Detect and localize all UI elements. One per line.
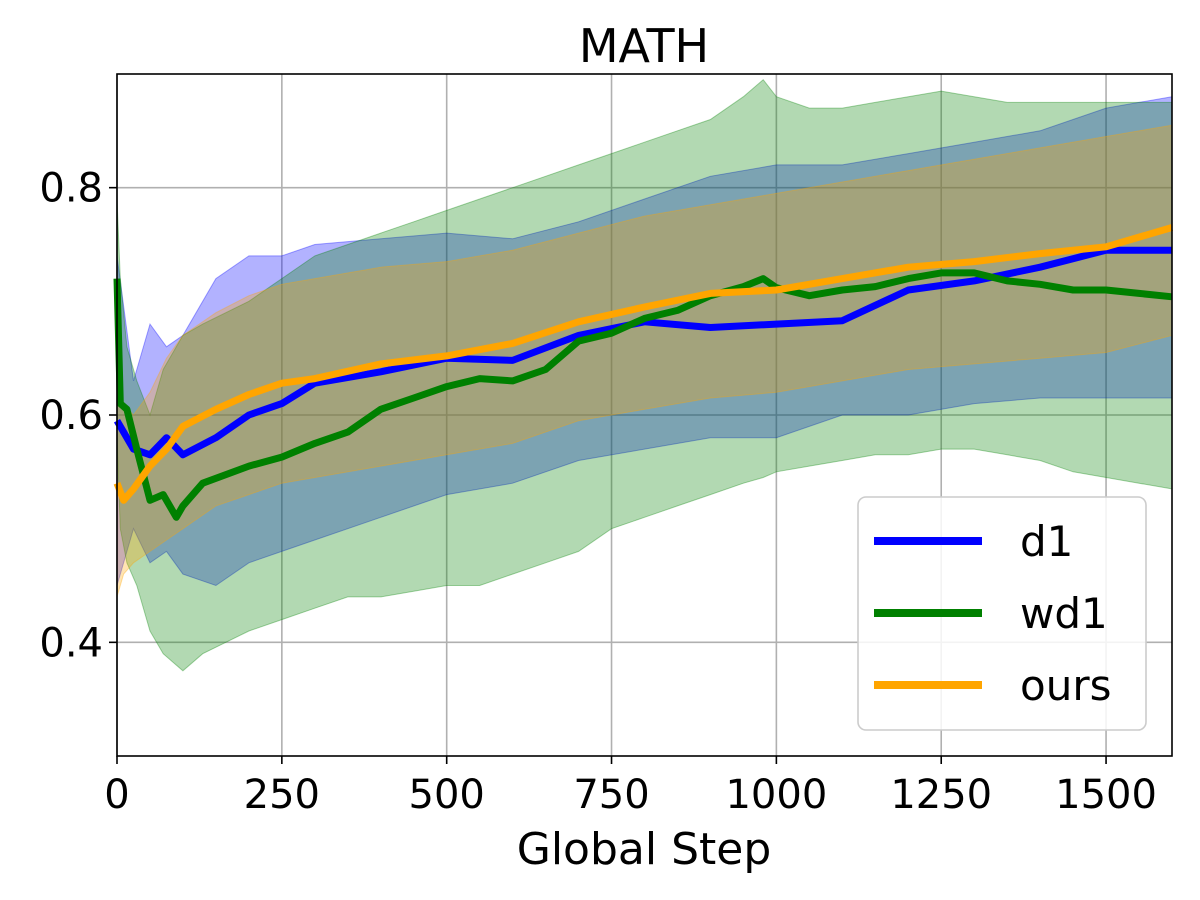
x-axis-ticks: 0 250 500 750 1000 1250 1500 <box>104 756 1157 818</box>
series-line-d1 <box>113 246 1172 459</box>
series-lines <box>113 224 1173 521</box>
y-tick-label: 0.8 <box>39 166 103 212</box>
y-tick-label: 0.6 <box>39 393 103 439</box>
x-tick-label: 250 <box>244 772 320 818</box>
x-tick-label: 1250 <box>890 772 992 818</box>
y-axis-ticks: 0.4 0.6 0.8 <box>39 166 117 666</box>
legend: d1 wd1 ours <box>857 496 1147 731</box>
x-tick-label: 750 <box>573 772 649 818</box>
x-tick-label: 1500 <box>1055 772 1157 818</box>
x-axis-label: Global Step <box>517 824 772 875</box>
legend-label-d1: d1 <box>1020 517 1073 566</box>
x-tick-label: 500 <box>409 772 485 818</box>
series-line-ours <box>113 224 1173 504</box>
series-line-wd1 <box>113 269 1173 521</box>
y-tick-label: 0.4 <box>39 620 103 666</box>
x-tick-label: 0 <box>104 772 129 818</box>
legend-label-wd1: wd1 <box>1020 589 1108 638</box>
x-tick-label: 1000 <box>725 772 827 818</box>
legend-label-ours: ours <box>1020 661 1111 710</box>
chart-title: MATH <box>579 19 709 73</box>
legend-box <box>857 496 1147 731</box>
